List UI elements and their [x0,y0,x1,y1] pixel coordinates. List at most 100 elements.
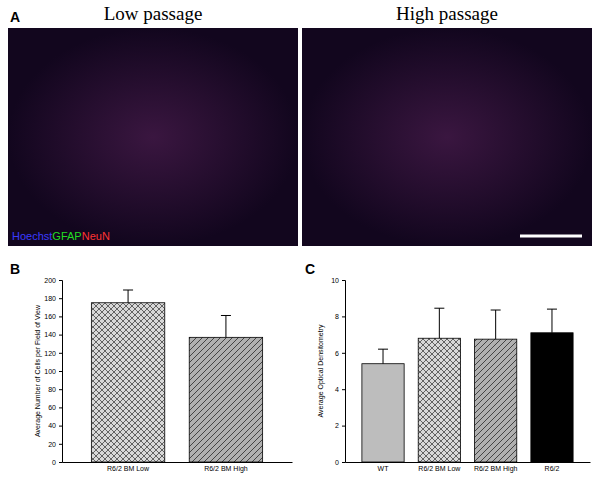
y-tick: 4 [335,386,345,393]
y-tick: 80 [48,386,62,393]
tick-label: 140 [44,331,56,338]
tick-label: 20 [48,441,56,448]
stain-label: Hoechst [12,230,52,242]
error-cap [434,308,444,309]
error-bar [547,309,557,333]
tick-label: R6/2 BM Low [418,465,461,472]
panel-label: C [305,261,315,277]
tick-label: 200 [44,277,56,284]
stain-label: NeuN [82,230,110,242]
x-tick: R6/2 [545,462,560,472]
error-cap [378,349,388,350]
error-cap [491,310,501,311]
tick-label: R6/2 BM Low [107,465,150,472]
image-title: High passage [396,3,498,24]
y-tick: 140 [44,331,62,338]
axis-line [346,462,591,463]
error-bar [378,349,388,364]
x-axis: R6/2 BM Low R6/2 BM High [63,462,293,473]
x-tick: R6/2 BM Low [107,462,150,472]
error-stem [439,308,440,338]
y-axis-title: Average Optical Densitometry [317,324,325,417]
bar [91,303,164,462]
tick-label: R6/2 BM High [204,465,248,473]
tick-label: 2 [335,422,339,429]
y-tick: 0 [52,459,62,466]
y-tick: 10 [331,277,345,284]
x-tick: R6/2 BM High [474,462,518,473]
bar [418,338,460,462]
micrograph [8,28,298,246]
x-axis: WT R6/2 BM Low R6/2 BM High R6/2 [346,462,591,473]
tick-label: WT [378,465,390,472]
tick-mark [342,462,345,463]
tick-mark [59,335,62,336]
stain-label: GFAP [52,230,81,242]
panel-label: A [10,9,20,25]
bar [475,339,517,462]
y-axis: 0 20 40 60 80 100 120 140 160 180 200 [44,277,62,466]
tick-mark [59,444,62,445]
axis-line [59,281,63,463]
tick-mark [59,280,62,281]
micrograph [302,28,592,246]
tick-label: R6/2 BM High [474,465,518,473]
tick-label: 160 [44,313,56,320]
error-stem [551,309,552,333]
bar [189,337,262,462]
y-tick: 20 [48,441,62,448]
error-cap [221,315,231,316]
tick-mark [59,371,62,372]
y-tick: 120 [44,350,62,357]
tick-mark [59,389,62,390]
bars [362,308,573,462]
tick-label: R6/2 [545,465,560,472]
axis-line [63,462,293,463]
tick-mark [59,426,62,427]
figure-svg: Low passageHigh passageAHoechstGFAPNeuNB… [0,0,600,495]
tick-label: 120 [44,350,56,357]
tick-mark [59,316,62,317]
y-tick: 160 [44,313,62,320]
y-tick: 0 [335,459,345,466]
tick-mark [59,462,62,463]
tick-label: 0 [335,459,339,466]
error-bar [221,315,231,337]
y-tick: 2 [335,422,345,429]
y-tick: 40 [48,422,62,429]
error-stem [495,310,496,339]
error-cap [123,290,133,291]
tick-mark [342,353,345,354]
y-tick: 8 [335,313,345,320]
stain-legend: HoechstGFAPNeuN [12,230,110,242]
figure: Low passageHigh passageAHoechstGFAPNeuNB… [0,0,600,495]
y-tick: 200 [44,277,62,284]
tick-label: 10 [331,277,339,284]
y-tick: 60 [48,404,62,411]
tick-label: 80 [48,386,56,393]
scale-bar [520,235,582,238]
bars [91,290,262,462]
tick-label: 6 [335,350,339,357]
axis-line [342,281,346,463]
bar [531,333,573,462]
tick-label: 4 [335,386,339,393]
tick-label: 0 [52,459,56,466]
tick-label: 60 [48,404,56,411]
error-bar [434,308,444,338]
tick-mark [342,316,345,317]
y-tick: 100 [44,368,62,375]
error-stem [128,290,129,303]
y-tick: 180 [44,295,62,302]
x-tick: R6/2 BM High [204,462,248,473]
error-cap [547,309,557,310]
y-axis-title: Average Number of Cells per Field of Vie… [34,304,42,437]
y-tick: 6 [335,350,345,357]
image-title: Low passage [104,3,203,24]
error-bar [123,290,133,303]
tick-mark [342,389,345,390]
tick-mark [342,280,345,281]
x-tick: R6/2 BM Low [418,462,461,472]
tick-label: 40 [48,422,56,429]
x-tick: WT [378,462,390,472]
